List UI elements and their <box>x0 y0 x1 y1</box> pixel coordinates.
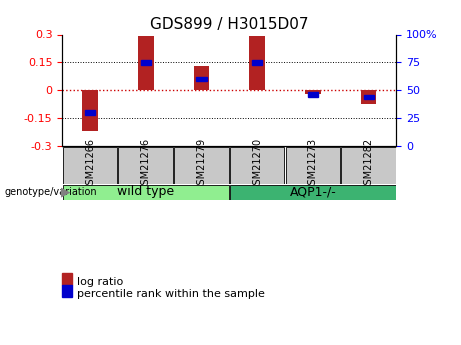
Text: log ratio: log ratio <box>77 277 123 287</box>
FancyBboxPatch shape <box>230 185 396 200</box>
Bar <box>141 60 151 65</box>
FancyBboxPatch shape <box>286 147 340 184</box>
FancyBboxPatch shape <box>174 147 229 184</box>
Text: GSM21273: GSM21273 <box>308 138 318 191</box>
Bar <box>85 110 95 115</box>
Text: GSM21279: GSM21279 <box>196 138 207 191</box>
Text: wild type: wild type <box>117 186 174 198</box>
Bar <box>196 77 207 81</box>
Bar <box>305 90 321 94</box>
Text: genotype/variation: genotype/variation <box>5 187 97 197</box>
Text: ▶: ▶ <box>61 186 71 199</box>
FancyBboxPatch shape <box>63 147 118 184</box>
FancyBboxPatch shape <box>230 147 284 184</box>
Bar <box>361 90 376 104</box>
Text: GSM21270: GSM21270 <box>252 138 262 191</box>
Bar <box>249 36 265 90</box>
Title: GDS899 / H3015D07: GDS899 / H3015D07 <box>150 17 308 32</box>
Bar <box>82 90 98 131</box>
Bar <box>138 36 154 90</box>
FancyBboxPatch shape <box>341 147 396 184</box>
Text: percentile rank within the sample: percentile rank within the sample <box>77 289 265 299</box>
Text: GSM21266: GSM21266 <box>85 138 95 191</box>
Text: AQP1-/-: AQP1-/- <box>290 186 336 198</box>
Text: GSM21282: GSM21282 <box>364 138 373 191</box>
Bar <box>364 95 373 99</box>
Bar <box>194 66 209 90</box>
FancyBboxPatch shape <box>63 185 229 200</box>
Bar <box>308 92 318 97</box>
Bar <box>252 60 262 65</box>
Text: GSM21276: GSM21276 <box>141 138 151 191</box>
FancyBboxPatch shape <box>118 147 173 184</box>
